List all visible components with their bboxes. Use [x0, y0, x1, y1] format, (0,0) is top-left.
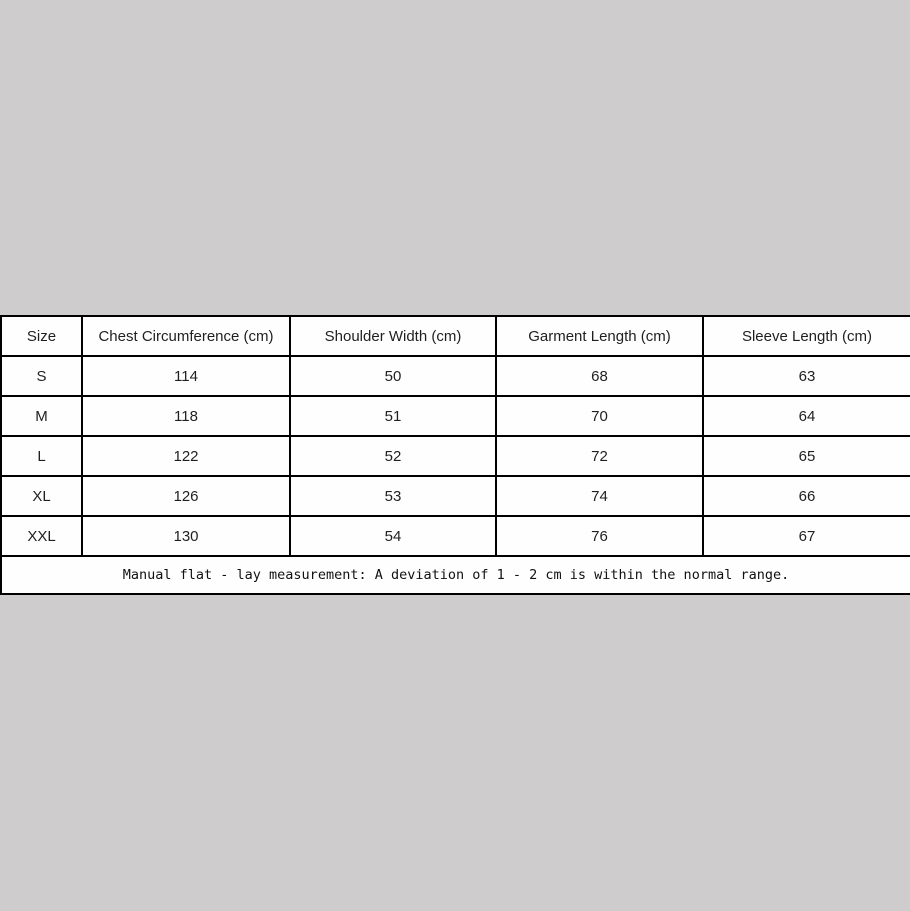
table-row-size-m: M 118 51 70 64: [0, 395, 910, 437]
size-cell: M: [0, 395, 83, 437]
table-row-size-xl: XL 126 53 74 66: [0, 475, 910, 517]
value-cell: 54: [289, 515, 497, 557]
size-cell: XL: [0, 475, 83, 517]
value-cell: 126: [81, 475, 291, 517]
table-row-size-xxl: XXL 130 54 76 67: [0, 515, 910, 557]
value-cell: 50: [289, 355, 497, 397]
value-cell: 53: [289, 475, 497, 517]
value-cell: 63: [702, 355, 910, 397]
value-cell: 74: [495, 475, 704, 517]
size-chart-header-row: Size Chest Circumference (cm) Shoulder W…: [0, 315, 910, 357]
value-cell: 67: [702, 515, 910, 557]
value-cell: 66: [702, 475, 910, 517]
size-chart-table: Size Chest Circumference (cm) Shoulder W…: [0, 315, 910, 595]
value-cell: 118: [81, 395, 291, 437]
value-cell: 130: [81, 515, 291, 557]
value-cell: 52: [289, 435, 497, 477]
header-cell-sleeve-length: Sleeve Length (cm): [702, 315, 910, 357]
value-cell: 76: [495, 515, 704, 557]
size-cell: S: [0, 355, 83, 397]
table-row-size-s: S 114 50 68 63: [0, 355, 910, 397]
value-cell: 64: [702, 395, 910, 437]
value-cell: 68: [495, 355, 704, 397]
header-cell-size: Size: [0, 315, 83, 357]
size-cell: L: [0, 435, 83, 477]
value-cell: 51: [289, 395, 497, 437]
measurement-note-text: Manual flat - lay measurement: A deviati…: [0, 555, 910, 595]
value-cell: 65: [702, 435, 910, 477]
value-cell: 72: [495, 435, 704, 477]
table-row-size-l: L 122 52 72 65: [0, 435, 910, 477]
header-cell-shoulder: Shoulder Width (cm): [289, 315, 497, 357]
header-cell-garment-length: Garment Length (cm): [495, 315, 704, 357]
header-cell-chest: Chest Circumference (cm): [81, 315, 291, 357]
value-cell: 122: [81, 435, 291, 477]
value-cell: 114: [81, 355, 291, 397]
value-cell: 70: [495, 395, 704, 437]
measurement-note-row: Manual flat - lay measurement: A deviati…: [0, 555, 910, 595]
size-cell: XXL: [0, 515, 83, 557]
